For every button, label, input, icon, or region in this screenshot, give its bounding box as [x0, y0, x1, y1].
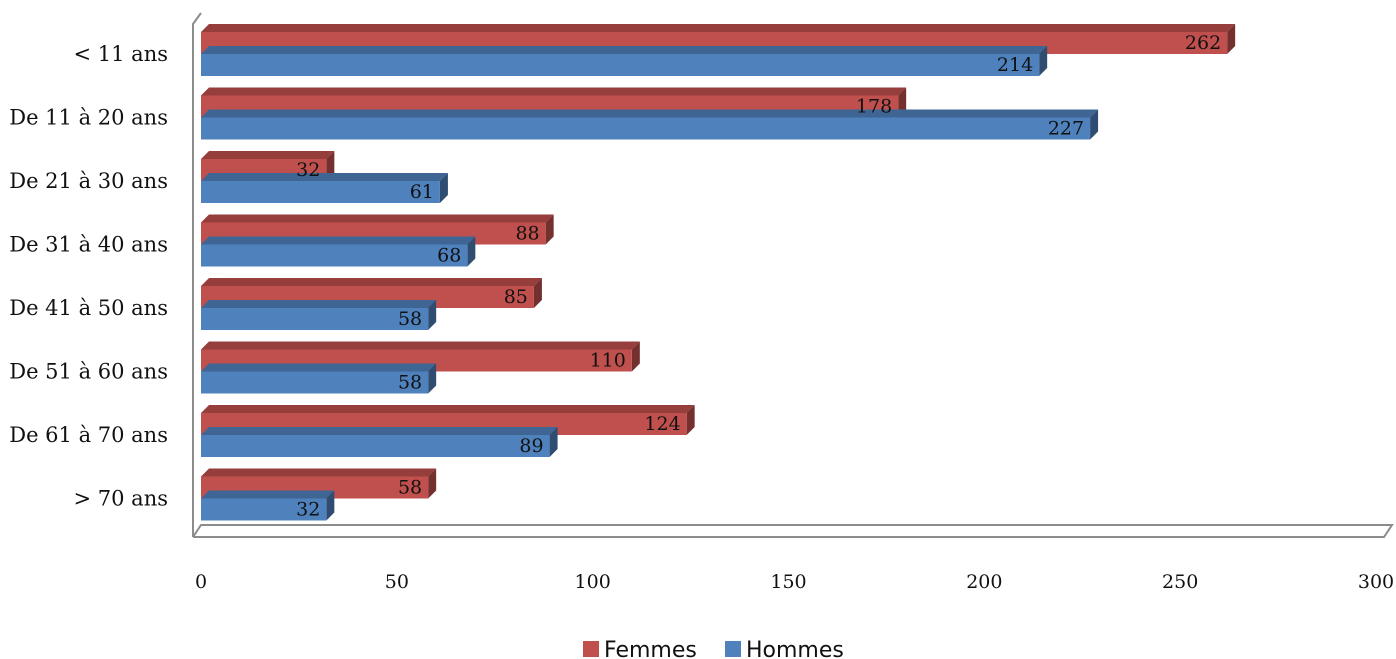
category-label: De 31 à 40 ans: [9, 233, 168, 257]
category-label: < 11 ans: [74, 42, 169, 66]
legend-swatch: [725, 641, 741, 657]
data-label: 32: [296, 159, 320, 181]
category-label: De 11 à 20 ans: [9, 106, 168, 130]
bar-hommes: [201, 173, 448, 203]
x-tick-label: 0: [195, 571, 207, 593]
legend-item-femmes[interactable]: Femmes: [583, 638, 697, 659]
y-axis-wall: [192, 12, 202, 537]
bar-hommes: [201, 46, 1048, 76]
chart-axes: [192, 12, 1394, 538]
data-label: 58: [398, 477, 422, 499]
x-tick-label: 300: [1358, 571, 1394, 593]
data-labels: 262 214 178 227 32 61 88 68 85 58 110 58 124 89 58 32: [296, 32, 1221, 521]
legend-item-hommes[interactable]: Hommes: [725, 638, 844, 659]
data-label: 227: [1048, 118, 1084, 140]
x-tick-label: 250: [1162, 571, 1198, 593]
x-tick-label: 150: [770, 571, 806, 593]
bar-hommes: [201, 363, 437, 394]
x-tick-label: 100: [575, 571, 611, 593]
data-label: 110: [590, 350, 626, 372]
category-label: De 51 à 60 ans: [9, 360, 168, 384]
data-label: 262: [1185, 32, 1221, 54]
data-label: 124: [644, 413, 680, 435]
category-label: > 70 ans: [74, 487, 169, 511]
bar-hommes: [201, 300, 437, 330]
legend-label: Hommes: [746, 638, 844, 659]
data-label: 32: [296, 499, 320, 521]
data-label: 89: [519, 435, 543, 457]
bar-hommes: [201, 427, 558, 457]
x-tick-label: 50: [385, 571, 409, 593]
bar-hommes: [201, 109, 1099, 140]
legend[interactable]: Femmes Hommes: [583, 638, 844, 659]
x-tick-label: 200: [966, 571, 1002, 593]
x-axis-floor: [192, 524, 1394, 538]
category-label: De 61 à 70 ans: [9, 423, 168, 447]
legend-swatch: [583, 641, 599, 657]
category-labels: < 11 ans De 11 à 20 ans De 21 à 30 ans De 3…: [9, 42, 168, 511]
data-label: 61: [410, 181, 434, 203]
data-label: 85: [504, 286, 528, 308]
data-label: 88: [515, 223, 539, 245]
bar-hommes: [201, 236, 476, 267]
chart-bars: [201, 24, 1236, 521]
bar-hommes: [201, 490, 335, 521]
category-label: De 41 à 50 ans: [9, 296, 168, 320]
x-tick-labels: 0 50 100 150 200 250 300: [195, 571, 1394, 593]
data-label: 178: [856, 96, 892, 118]
data-label: 214: [997, 54, 1033, 76]
legend-label: Femmes: [604, 638, 697, 659]
category-label: De 21 à 30 ans: [9, 169, 168, 193]
data-label: 58: [398, 308, 422, 330]
data-label: 68: [437, 245, 461, 267]
data-label: 58: [398, 372, 422, 394]
